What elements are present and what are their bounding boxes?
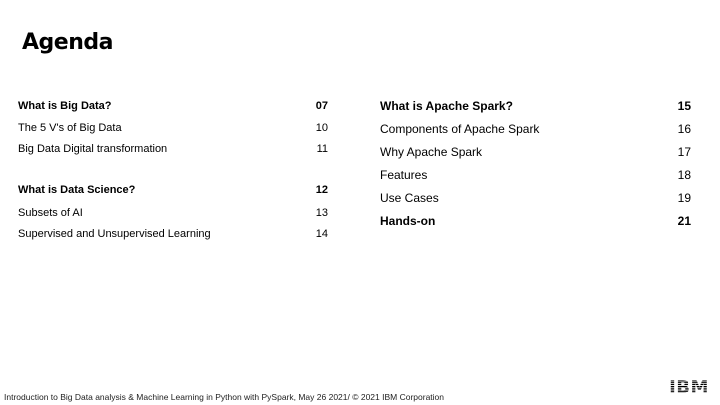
agenda-item-page: 14	[315, 228, 328, 240]
agenda-item-label: Use Cases	[380, 191, 439, 205]
agenda-item-page: 17	[677, 145, 691, 159]
agenda-item-label: The 5 V's of Big Data	[18, 122, 122, 134]
agenda-item: What is Apache Spark? 15	[380, 99, 691, 113]
agenda-item-label: Big Data Digital transformation	[18, 143, 168, 155]
ibm-logo-text: IBM	[669, 377, 709, 395]
ibm-logo-icon: IBM	[669, 377, 709, 395]
agenda-item: What is Data Science? 12	[18, 184, 328, 196]
agenda-item-page: 21	[677, 214, 691, 228]
page-title: Agenda	[22, 30, 113, 55]
agenda-item-label: Hands-on	[380, 214, 436, 228]
agenda-item-page: 10	[315, 122, 328, 134]
agenda-item-page: 07	[315, 100, 328, 112]
agenda-item-page: 11	[316, 143, 328, 155]
agenda-item: Big Data Digital transformation 11	[18, 143, 328, 155]
agenda-item: Subsets of AI 13	[18, 207, 328, 219]
agenda-item-label: What is Apache Spark?	[380, 99, 513, 113]
agenda-item: Hands-on 21	[380, 214, 691, 228]
agenda-item-label: Features	[380, 168, 428, 182]
agenda-item: Use Cases 19	[380, 191, 691, 205]
agenda-item-label: Why Apache Spark	[380, 145, 483, 159]
agenda-item-page: 16	[677, 122, 691, 136]
agenda-item-label: What is Data Science?	[18, 184, 136, 196]
agenda-item-page: 13	[315, 207, 328, 219]
agenda-item: Why Apache Spark 17	[380, 145, 691, 159]
agenda-item-page: 12	[315, 184, 328, 196]
agenda-item-page: 19	[677, 191, 691, 205]
agenda-item: Components of Apache Spark 16	[380, 122, 691, 136]
agenda-item: Features 18	[380, 168, 691, 182]
agenda-item-label: What is Big Data?	[18, 100, 112, 112]
agenda-item-label: Subsets of AI	[18, 207, 83, 219]
agenda-item-label: Components of Apache Spark	[380, 122, 540, 136]
footer-text: Introduction to Big Data analysis & Mach…	[4, 392, 445, 402]
agenda-item-page: 15	[677, 99, 691, 113]
agenda-item-page: 18	[677, 168, 691, 182]
agenda-item: The 5 V's of Big Data 10	[18, 122, 328, 134]
agenda-item-label: Supervised and Unsupervised Learning	[18, 228, 211, 240]
agenda-item: Supervised and Unsupervised Learning 14	[18, 228, 328, 240]
agenda-item: What is Big Data? 07	[18, 100, 328, 112]
